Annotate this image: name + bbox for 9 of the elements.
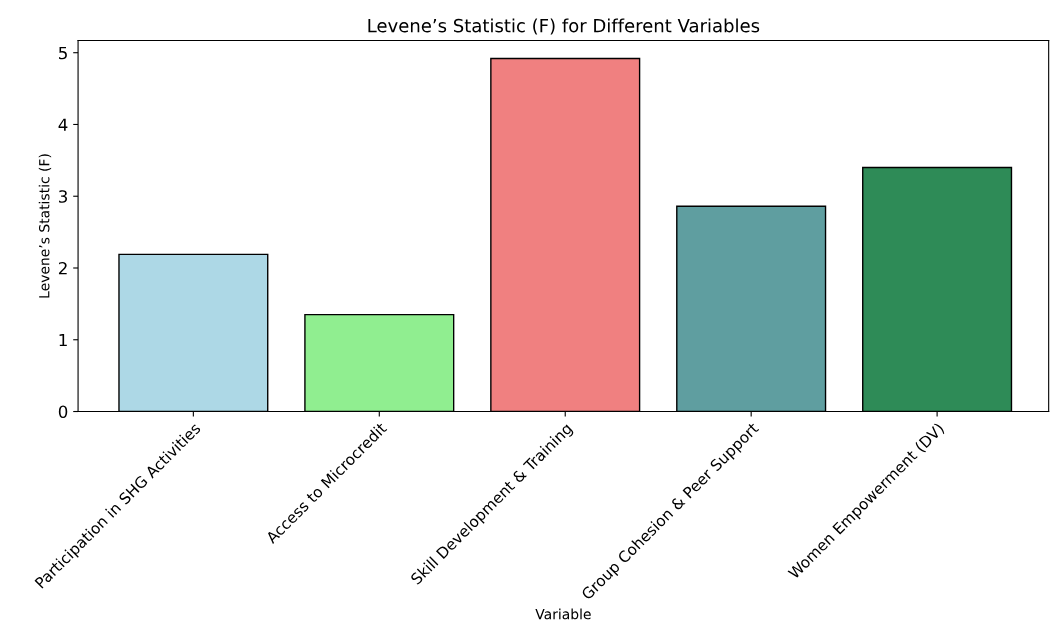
y-tick-label: 3 xyxy=(59,190,68,203)
y-axis-title: Levene’s Statistic (F) xyxy=(38,154,52,298)
y-tick-label: 5 xyxy=(59,46,67,60)
y-tick-label: 1 xyxy=(59,333,67,347)
y-tick-label: 2 xyxy=(58,261,67,275)
x-axis-title: Variable xyxy=(535,608,591,620)
chart-title: Levene’s Statistic (F) for Different Variables xyxy=(368,18,760,35)
y-tick-label: 4 xyxy=(58,118,68,131)
y-tick-label: 0 xyxy=(58,405,68,419)
